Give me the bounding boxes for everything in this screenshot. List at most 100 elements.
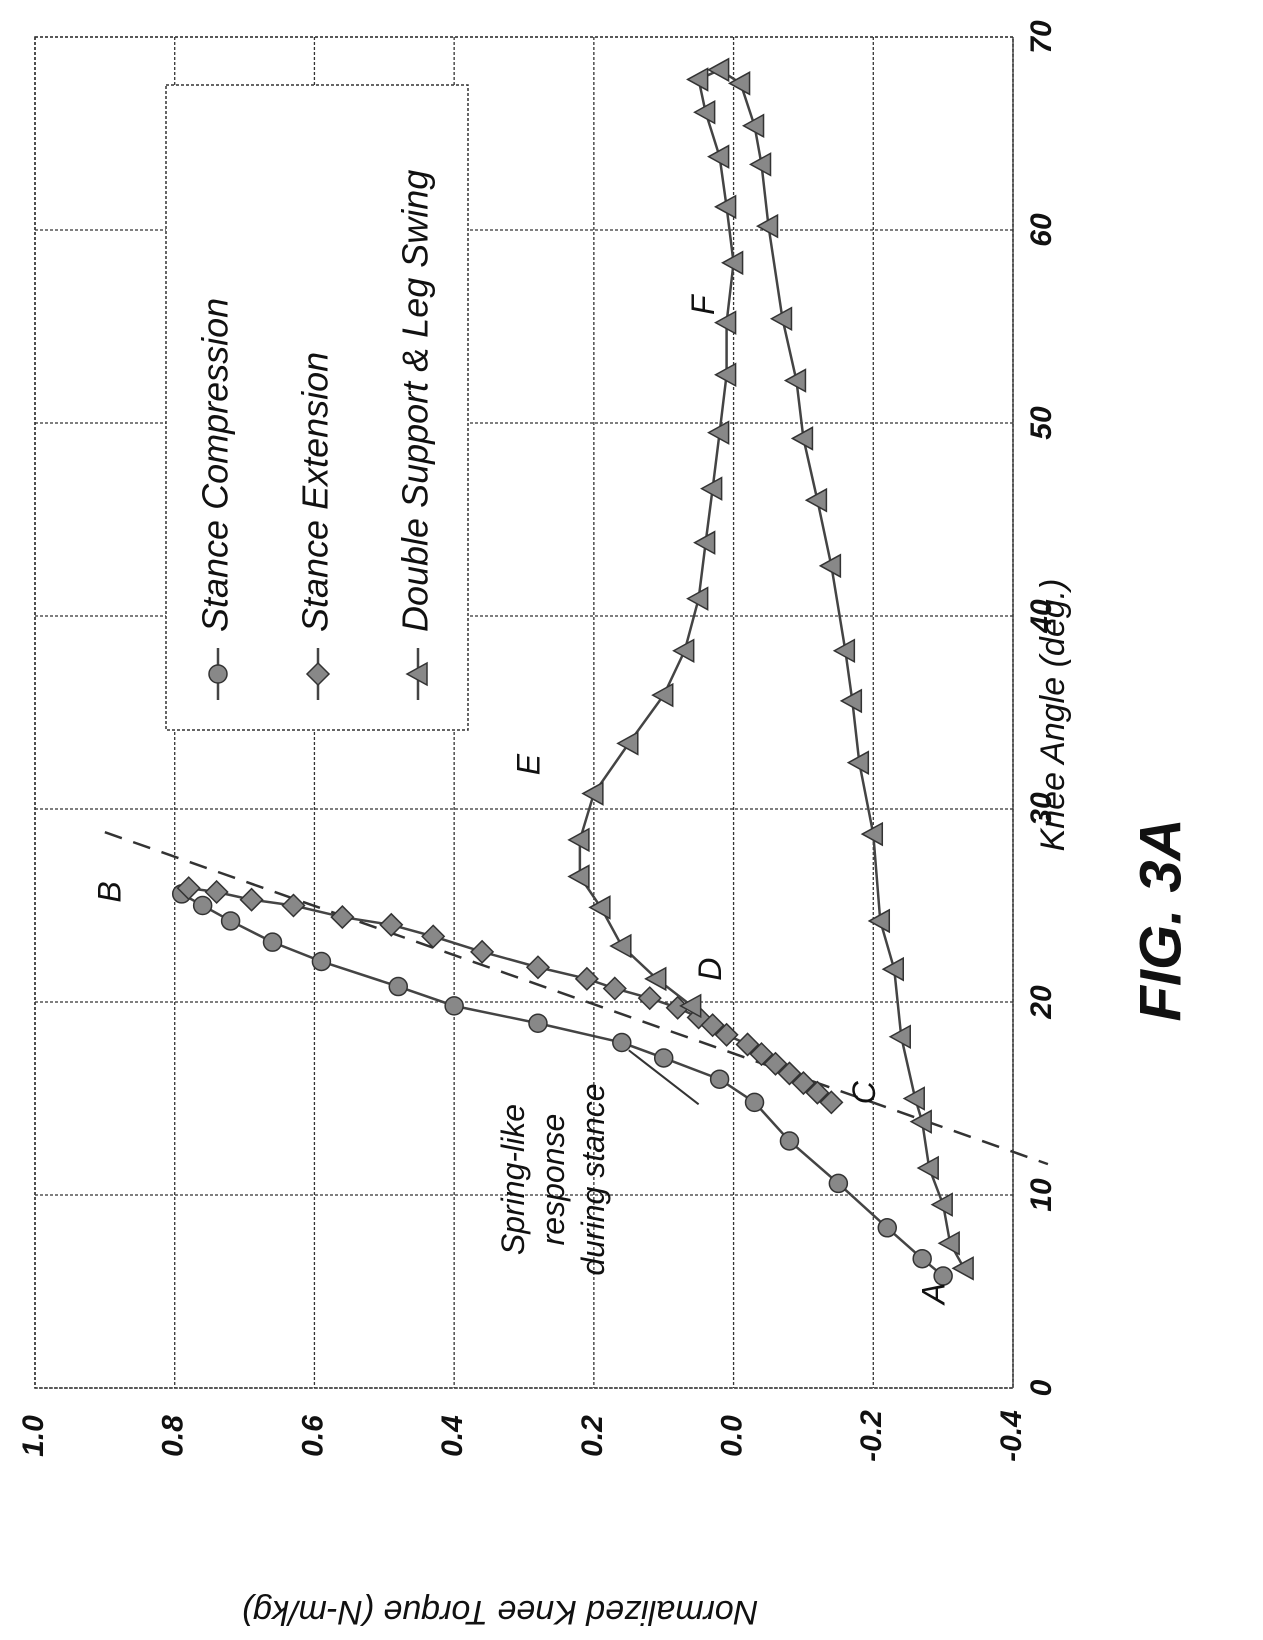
series-3-point-14	[707, 420, 730, 445]
legend-label-2: Stance Extension	[295, 352, 336, 632]
legend-box	[165, 84, 469, 731]
series-3-point-44	[951, 1256, 974, 1281]
series-2-point-6	[379, 912, 404, 937]
series-3-point-26	[755, 213, 779, 239]
series-3	[567, 57, 974, 1281]
annotation-text: Spring-like response during stance	[495, 1083, 611, 1275]
series-3-point-20	[693, 100, 716, 125]
annotation-pointer	[628, 1049, 700, 1106]
series-1-point-4	[828, 1173, 849, 1194]
series-1-point-8	[653, 1048, 674, 1068]
series-3-point-27	[769, 306, 793, 332]
series-2-point-8	[470, 939, 495, 964]
y-tick-label-1.0: 1.0	[17, 1415, 50, 1457]
y-tick-label-0.6: 0.6	[296, 1415, 329, 1457]
series-3-point-23	[728, 71, 751, 96]
series-3-point-17	[721, 250, 744, 276]
series-1-point-15	[220, 911, 241, 931]
series-1-point-13	[311, 951, 332, 972]
series-3-point-41	[916, 1155, 939, 1181]
series-3-point-5	[567, 864, 590, 889]
point-label-A: A	[916, 1283, 952, 1306]
legend-swatch-marker-1	[208, 664, 228, 684]
series-2-point-16	[714, 1022, 739, 1047]
x-axis-title-group: Knee Angle (deg.)	[1034, 579, 1072, 852]
series-2-point-15	[700, 1013, 725, 1038]
point-label-B: B	[91, 881, 127, 902]
series-2-point-20	[777, 1061, 802, 1086]
point-label-C: C	[846, 1080, 882, 1104]
y-tick-label-0.2: 0.2	[576, 1415, 609, 1457]
series-3-point-30	[804, 487, 828, 513]
series-1-point-12	[388, 976, 409, 997]
x-tick-label-40: 40	[1025, 599, 1058, 634]
point-labels: A B C D E F	[91, 293, 951, 1306]
series-1-point-14	[262, 932, 283, 952]
point-label-E: E	[510, 753, 546, 775]
series-1-point-10	[528, 1013, 548, 1033]
series-3-point-31	[818, 553, 842, 579]
series-3-point-22	[707, 57, 730, 83]
point-label-D: D	[692, 958, 728, 981]
x-tick-label-20: 20	[1025, 985, 1058, 1020]
series-2-point-21	[791, 1070, 816, 1096]
series-2-point-19	[763, 1051, 788, 1076]
series-3-point-3	[609, 933, 632, 959]
series-3-point-12	[693, 530, 716, 555]
point-label-F: F	[685, 293, 721, 315]
series-1-point-7	[709, 1069, 730, 1089]
series-2-point-4	[281, 893, 306, 918]
series-2-point-5	[330, 905, 355, 930]
series-3-point-35	[860, 821, 884, 847]
y-tick-label-0.8: 0.8	[157, 1415, 190, 1457]
series-3-point-18	[714, 194, 737, 220]
series-3-point-42	[930, 1192, 953, 1217]
series-3-point-38	[888, 1024, 911, 1050]
series-3-point-33	[839, 688, 863, 714]
figure-label: FIG. 3A	[1128, 818, 1193, 1021]
series-1-point-2	[912, 1248, 932, 1269]
series-1-point-3	[877, 1218, 898, 1238]
series-2-point-7	[421, 924, 446, 949]
annotation-line-1: Spring-like	[495, 1104, 531, 1255]
spring-like-reference-line	[104, 830, 1049, 1166]
series-1-point-1	[933, 1266, 953, 1286]
series-2-point-1	[176, 876, 201, 901]
series-2-point-12	[637, 986, 662, 1011]
legend-item-2: Stance Extension	[295, 352, 336, 700]
series-2-point-18	[749, 1042, 774, 1067]
series-2-point-10	[574, 966, 599, 991]
series-1-point-5	[779, 1131, 800, 1151]
series-layer	[171, 57, 974, 1286]
series-3-point-16	[714, 310, 737, 335]
series-2-point-23	[819, 1090, 844, 1115]
legend-label-1: Stance Compression	[195, 298, 236, 632]
series-3-point-11	[686, 586, 709, 611]
series-2-point-2	[204, 879, 229, 905]
x-tick-label-50: 50	[1025, 406, 1058, 440]
series-1	[171, 884, 953, 1286]
series-3-point-8	[616, 731, 639, 756]
y-axis-title-group: Normalized Knee Torque (N-m/kg)	[242, 1593, 759, 1631]
series-3-point-2	[644, 966, 667, 992]
figure-label-group: FIG. 3A	[1128, 818, 1193, 1021]
legend-swatch-marker-3	[405, 661, 428, 687]
series-2-point-17	[735, 1032, 760, 1057]
series-3-point-1	[679, 993, 702, 1019]
series-3-point-7	[581, 781, 604, 806]
series-1-point-16	[192, 895, 213, 916]
y-tick-label--0.2: -0.2	[855, 1410, 888, 1462]
series-3-point-19	[707, 144, 730, 169]
series-2-line	[188, 886, 833, 1104]
x-tick-label-0: 0	[1025, 1379, 1058, 1396]
series-2-point-9	[525, 955, 551, 980]
series-3-point-4	[588, 895, 611, 920]
series-3-point-24	[741, 113, 765, 139]
legend: Stance Compression Stance Extension Double…	[165, 84, 469, 731]
annotation-line-3: during stance	[575, 1083, 611, 1275]
x-tick-label-30: 30	[1025, 792, 1058, 826]
plot-frame	[34, 36, 1014, 1389]
series-1-point-6	[744, 1092, 765, 1113]
